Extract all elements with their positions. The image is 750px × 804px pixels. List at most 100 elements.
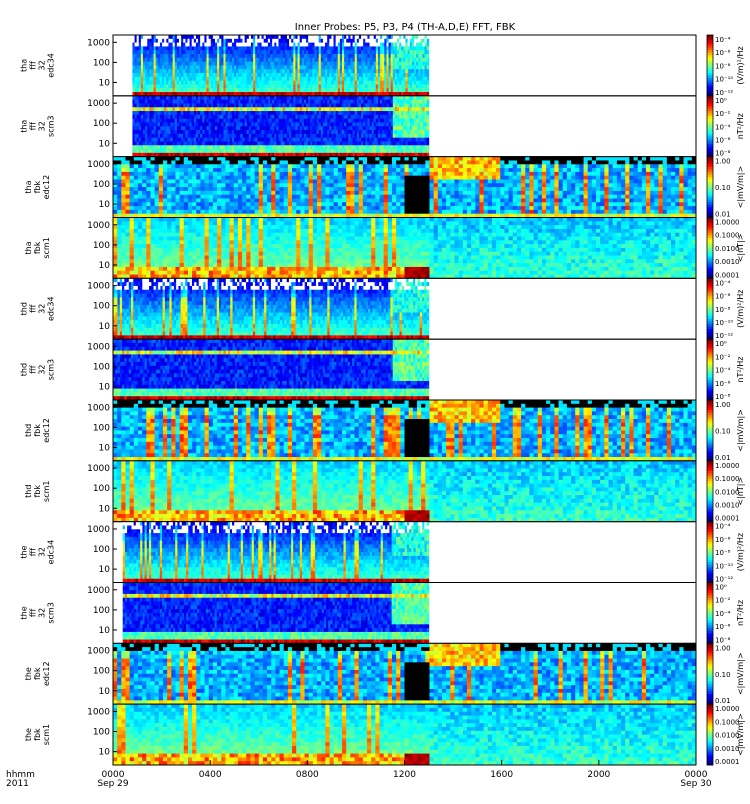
spectrogram-cell (205, 210, 210, 214)
spectrogram-cell (188, 168, 193, 172)
colorbar-segment (707, 111, 713, 114)
spectrogram-cell (188, 164, 193, 168)
spectrogram-cell (142, 179, 147, 183)
spectrogram-cell (427, 46, 430, 50)
spectrogram-cell (213, 210, 218, 214)
spectrogram-cell (113, 206, 118, 210)
spectrogram-cell (159, 195, 164, 199)
chart-title: Inner Probes: P5, P3, P4 (TH-A,D,E) FFT,… (295, 22, 516, 33)
spectrogram-cell (150, 191, 155, 195)
spectrogram-cell (200, 160, 205, 164)
spectrogram-cell (217, 202, 222, 206)
spectrogram-cell (155, 179, 160, 183)
spectrogram-cell (125, 187, 130, 191)
spectrogram-cell (427, 126, 430, 130)
spectrogram-cell (138, 187, 143, 191)
spectrogram-cell (142, 210, 147, 214)
colorbar-segment (707, 50, 713, 53)
spectrogram-cell (121, 206, 126, 210)
spectrogram-cell (221, 160, 226, 164)
spectrogram-cell (200, 187, 205, 191)
spectrogram-cell (192, 210, 197, 214)
spectrogram-cell (163, 191, 168, 195)
spectrogram-cell (155, 160, 160, 164)
spectrogram-cell (180, 160, 185, 164)
spectrogram-cell (205, 172, 210, 176)
spectrogram-cell (427, 88, 430, 92)
spectrogram-cell (175, 191, 180, 195)
spectrogram-cell (221, 183, 226, 187)
spectrogram-cell (180, 172, 185, 176)
spectrogram-cell (167, 202, 172, 206)
spectrogram-cell (134, 164, 139, 168)
spectrogram-cell (209, 168, 214, 172)
spectrogram-cell (150, 176, 155, 180)
spectrogram-cell (146, 176, 151, 180)
spectrogram-cell (167, 168, 172, 172)
spectrogram-cell (180, 164, 185, 168)
spectrogram-cell (171, 191, 176, 195)
spectrogram-cell (146, 179, 151, 183)
spectrogram-cell (209, 206, 214, 210)
spectrogram-cell (146, 160, 151, 164)
spectrogram-cell (205, 179, 210, 183)
spectrogram-cell (163, 164, 168, 168)
spectrogram-cell (163, 183, 168, 187)
spectrogram-cell (117, 172, 122, 176)
colorbar-tick-label: 10⁻⁴ (715, 36, 731, 44)
spectrogram-cell (192, 202, 197, 206)
spectrogram-cell (427, 119, 430, 123)
spectrogram-cell (188, 202, 193, 206)
spectrogram-cell (217, 187, 222, 191)
spectrogram-cell (113, 210, 118, 214)
spectrogram-cell (184, 187, 189, 191)
spectrogram-cell (217, 206, 222, 210)
spectrogram-cell (146, 172, 151, 176)
colorbar-segment (707, 55, 713, 58)
spectrogram-cell (155, 183, 160, 187)
colorbar-segment (707, 139, 713, 142)
spectrogram-cell (150, 157, 155, 161)
spectrogram-cell (113, 164, 118, 168)
spectrogram-cell (209, 164, 214, 168)
spectrogram-cell (121, 157, 126, 161)
spectrogram-cell (180, 191, 185, 195)
spectrogram-cell (125, 198, 130, 202)
spectrogram-cell (155, 164, 160, 168)
spectrogram-cell (121, 164, 126, 168)
spectrogram-cell (221, 168, 226, 172)
spectrogram-cell (171, 210, 176, 214)
spectrogram-cell (121, 176, 126, 180)
spectrogram-cell (209, 198, 214, 202)
spectrogram-cell (159, 168, 164, 172)
colorbar-segment (707, 81, 713, 84)
spectrogram-cell (221, 191, 226, 195)
spectrogram-cell (142, 172, 147, 176)
spectrogram-cell (134, 172, 139, 176)
spectrogram-cell (209, 172, 214, 176)
spectrogram-cell (184, 202, 189, 206)
colorbar-segment (707, 96, 713, 99)
spectrogram-cell (159, 206, 164, 210)
colorbar-segment (707, 43, 713, 46)
spectrogram-cell (155, 198, 160, 202)
spectrogram-cell (155, 176, 160, 180)
spectrogram-cell (180, 157, 185, 161)
spectrogram-cell (192, 160, 197, 164)
spectrogram-cell (146, 210, 151, 214)
spectrogram-cell (146, 157, 151, 161)
spectrogram-cell (171, 183, 176, 187)
spectrogram-cell (138, 206, 143, 210)
spectrogram-cell (209, 187, 214, 191)
colorbar-tick-label: 10⁻⁸ (715, 62, 731, 70)
spectrogram-cell (175, 176, 180, 180)
panel-label-line: fff (29, 122, 38, 131)
colorbar-segment (707, 109, 713, 112)
colorbar-segment (707, 141, 713, 144)
spectrogram-cell (205, 176, 210, 180)
spectrogram-cell (196, 157, 201, 161)
spectrogram-cell (130, 210, 135, 214)
spectrogram-cell (134, 176, 139, 180)
colorbar-segment (707, 129, 713, 132)
spectrogram-cell (200, 168, 205, 172)
